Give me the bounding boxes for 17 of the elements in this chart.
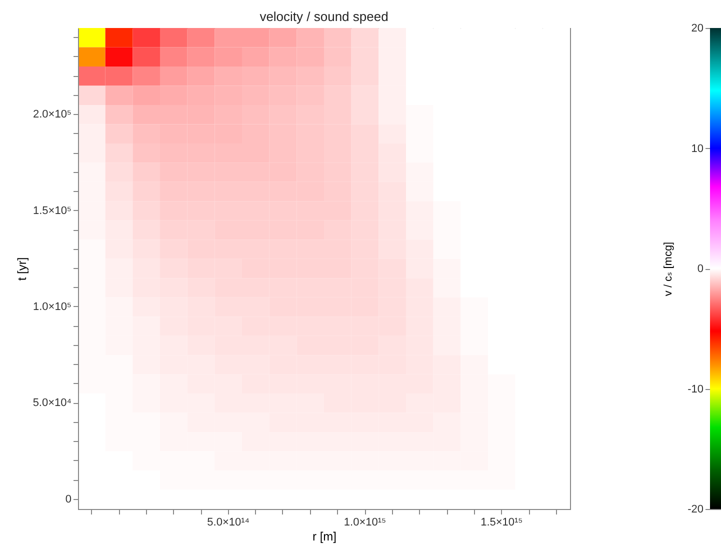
y-tick-label: 1.0×10⁵: [32, 300, 72, 313]
x-axis-title: r [m]: [312, 530, 336, 544]
x-tick-label: 1.0×10¹⁵: [344, 516, 386, 528]
y-tick-label: 5.0×10⁴: [32, 397, 72, 410]
y-tick-label: 2.0×10⁵: [32, 108, 72, 121]
chart-title: velocity / sound speed: [260, 9, 388, 24]
x-tick-label: 1.5×10¹⁵: [480, 516, 523, 528]
color-bar-label: 0: [697, 263, 704, 275]
y-axis-title: t [yr]: [14, 257, 29, 281]
color-bar-label: 10: [691, 142, 704, 155]
x-tick-label: 5.0×10¹⁴: [207, 516, 250, 528]
color-bar-title: v / cₛ [mcg]: [662, 242, 675, 296]
color-bar-label: -10: [688, 383, 704, 396]
y-tick-label: 0: [65, 493, 72, 506]
y-tick-label: 1.5×10⁵: [32, 204, 72, 217]
color-bar-label: 20: [691, 22, 704, 34]
color-bar-label: -20: [688, 504, 704, 516]
